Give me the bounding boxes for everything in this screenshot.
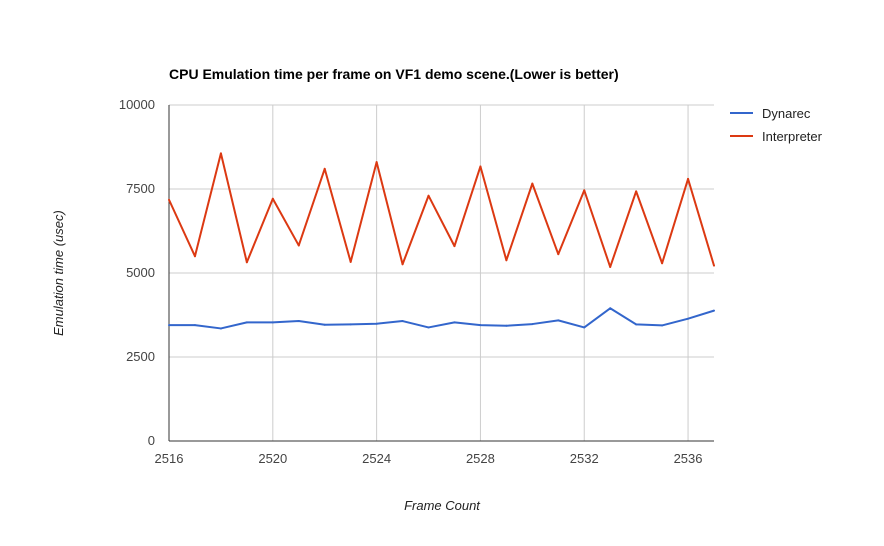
data-point-interpreter	[713, 264, 715, 267]
data-point-interpreter	[505, 259, 508, 262]
data-point-interpreter	[635, 190, 638, 193]
data-point-interpreter	[271, 197, 274, 200]
y-axis-label: Emulation time (usec)	[51, 210, 66, 336]
data-point-interpreter	[687, 177, 690, 180]
data-point-interpreter	[193, 255, 196, 258]
x-tick-label: 2532	[570, 451, 599, 466]
y-tick-label: 5000	[126, 265, 155, 280]
chart-title: CPU Emulation time per frame on VF1 demo…	[169, 66, 619, 82]
x-tick-label: 2536	[674, 451, 703, 466]
data-point-interpreter	[323, 167, 326, 170]
grid	[169, 104, 714, 441]
data-point-interpreter	[661, 262, 664, 265]
y-tick-label: 0	[148, 433, 155, 448]
data-point-dynarec	[323, 323, 326, 326]
data-point-interpreter	[168, 198, 170, 201]
data-point-interpreter	[375, 161, 378, 164]
data-point-interpreter	[609, 265, 612, 268]
data-point-interpreter	[219, 152, 222, 155]
data-point-dynarec	[661, 324, 664, 327]
x-tick-label: 2524	[362, 451, 391, 466]
data-point-interpreter	[349, 260, 352, 263]
data-point-interpreter	[297, 244, 300, 247]
x-tick-label: 2520	[258, 451, 287, 466]
data-point-dynarec	[401, 320, 404, 323]
data-point-interpreter	[557, 253, 560, 256]
y-tick-label: 10000	[119, 97, 155, 112]
data-point-dynarec	[687, 317, 690, 320]
legend-label-interpreter: Interpreter	[762, 129, 823, 144]
data-point-dynarec	[245, 321, 248, 324]
data-point-dynarec	[635, 323, 638, 326]
data-point-interpreter	[531, 182, 534, 185]
data-point-dynarec	[168, 324, 170, 327]
data-point-dynarec	[193, 324, 196, 327]
series-lines	[168, 152, 715, 330]
series-line-dynarec	[169, 307, 715, 330]
data-point-dynarec	[427, 326, 430, 329]
data-point-dynarec	[375, 322, 378, 325]
data-point-interpreter	[427, 194, 430, 197]
data-point-dynarec	[453, 321, 456, 324]
data-point-dynarec	[219, 327, 222, 330]
x-tick-label: 2528	[466, 451, 495, 466]
y-tick-label: 7500	[126, 181, 155, 196]
data-point-interpreter	[583, 189, 586, 192]
legend: Dynarec Interpreter	[730, 106, 823, 144]
data-point-dynarec	[713, 309, 715, 312]
data-point-interpreter	[245, 261, 248, 264]
data-point-interpreter	[479, 165, 482, 168]
legend-label-dynarec: Dynarec	[762, 106, 811, 121]
data-point-dynarec	[609, 307, 612, 310]
data-point-dynarec	[531, 323, 534, 326]
axes: 0 2500 5000 7500 10000 2516 2520 2524 2528 2532 25…	[119, 97, 714, 466]
data-point-interpreter	[453, 245, 456, 248]
data-point-dynarec	[557, 319, 560, 322]
x-tick-label: 2516	[155, 451, 184, 466]
data-point-dynarec	[271, 321, 274, 324]
data-point-dynarec	[297, 320, 300, 323]
series-line-interpreter	[168, 152, 715, 268]
data-point-dynarec	[479, 324, 482, 327]
data-point-interpreter	[401, 263, 404, 266]
data-point-dynarec	[505, 324, 508, 327]
data-point-dynarec	[583, 326, 586, 329]
y-tick-label: 2500	[126, 349, 155, 364]
x-axis-label: Frame Count	[404, 498, 481, 513]
data-point-dynarec	[349, 323, 352, 326]
